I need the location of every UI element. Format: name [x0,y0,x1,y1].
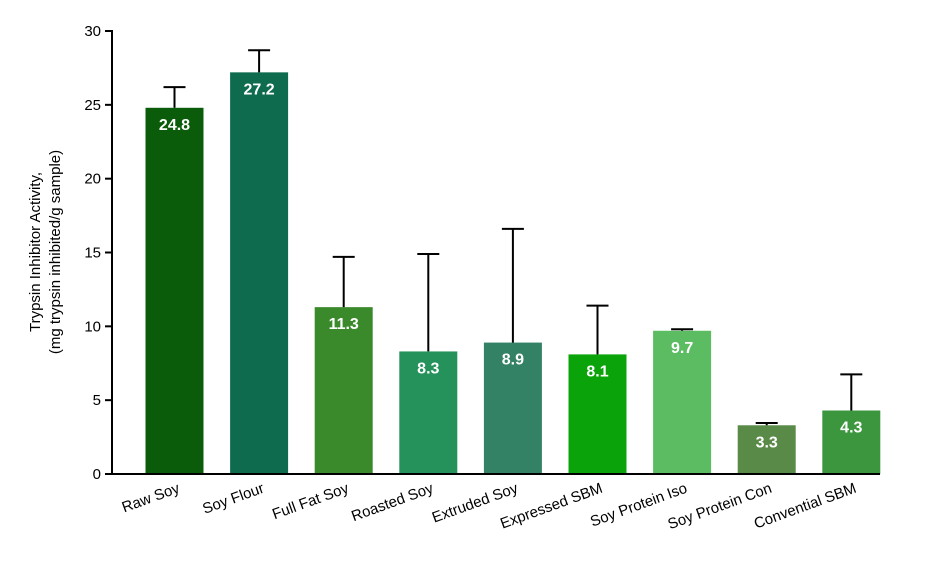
y-tick-label-0: 0 [93,466,101,483]
x-tick-label-soy-flour: Soy Flour [200,480,266,518]
y-axis-label-line1: Trypsin Inhibitor Activity, [27,172,44,332]
x-tick-label-roasted-soy: Roasted Soy [349,480,436,526]
data-label-extruded-soy: 8.9 [502,352,524,369]
y-tick-label-30: 30 [84,23,101,40]
bar-soy-protein-iso [653,330,712,474]
bar-extruded-soy [483,342,542,474]
bar-soy-flour [230,72,289,474]
x-tick-label-raw-soy: Raw Soy [120,480,183,517]
data-labels-layer: 24.8 27.2 11.3 8.3 8.9 8.1 9.7 3.3 4.3 [159,81,863,451]
y-tick-label-10: 10 [84,318,101,335]
bar-full-fat-soy [314,307,373,474]
bar-roasted-soy [399,351,458,474]
data-label-roasted-soy: 8.3 [417,360,439,377]
data-label-soy-protein-con: 3.3 [756,434,778,451]
data-label-convential-sbm: 4.3 [840,420,862,437]
data-label-soy-flour: 27.2 [244,81,275,98]
y-tick-label-15: 15 [84,245,101,262]
data-label-soy-protein-iso: 9.7 [671,340,693,357]
error-bars-layer [163,49,863,426]
bar-expressed-sbm [568,354,627,474]
bars-layer [145,72,881,474]
y-tick-label-25: 25 [84,97,101,114]
x-tick-label-full-fat-soy: Full Fat Soy [270,480,351,524]
y-ticks: 0 5 10 15 20 25 30 [84,23,112,483]
data-label-raw-soy: 24.8 [159,117,190,134]
y-axis-label-line2: (mg trypsin inhibited/g sample) [47,150,64,354]
data-label-full-fat-soy: 11.3 [329,316,359,333]
bar-soy-protein-con [737,425,796,474]
bar-raw-soy [145,107,204,474]
y-tick-label-20: 20 [84,171,101,188]
bar-convential-sbm [822,410,881,474]
y-axis-label: Trypsin Inhibitor Activity, (mg trypsin … [27,150,64,354]
y-tick-label-5: 5 [93,392,101,409]
data-label-expressed-sbm: 8.1 [586,363,608,380]
